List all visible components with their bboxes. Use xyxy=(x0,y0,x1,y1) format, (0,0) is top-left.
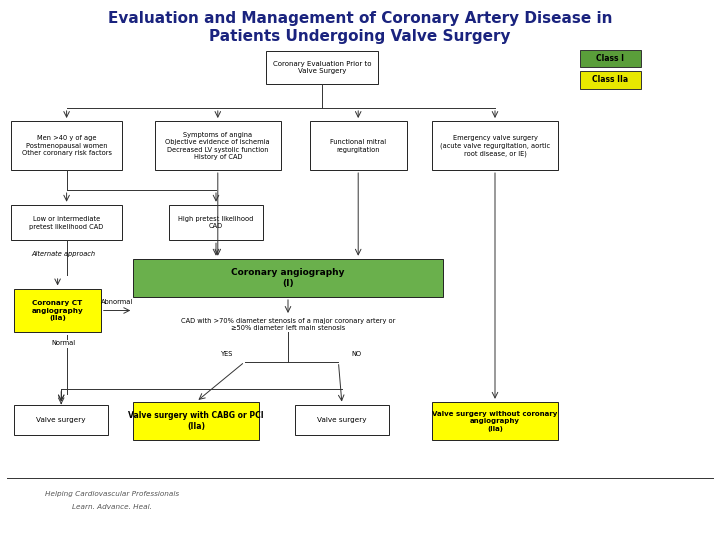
Text: Valve surgery: Valve surgery xyxy=(318,417,366,423)
Bar xyxy=(133,402,259,440)
Bar xyxy=(14,289,101,332)
Bar xyxy=(295,405,389,435)
Text: Valve surgery: Valve surgery xyxy=(37,417,86,423)
Bar xyxy=(580,50,641,67)
Bar xyxy=(169,205,263,240)
Text: Normal: Normal xyxy=(51,340,75,346)
Bar xyxy=(11,122,122,170)
Text: High pretest likelihood
CAD: High pretest likelihood CAD xyxy=(179,216,253,229)
Text: Valve surgery without coronary
angiography
(IIa): Valve surgery without coronary angiograp… xyxy=(432,411,558,431)
Text: Coronary Evaluation Prior to
Valve Surgery: Coronary Evaluation Prior to Valve Surge… xyxy=(273,60,372,74)
Bar xyxy=(266,51,378,84)
Bar xyxy=(580,71,641,89)
Bar xyxy=(11,205,122,240)
Bar xyxy=(310,122,407,170)
Text: NO: NO xyxy=(351,352,361,357)
Text: CAD with >70% diameter stenosis of a major coronary artery or
≥50% diameter left: CAD with >70% diameter stenosis of a maj… xyxy=(181,318,395,330)
Text: Abnormal: Abnormal xyxy=(101,299,133,306)
Bar xyxy=(133,259,443,297)
Text: Evaluation and Management of Coronary Artery Disease in
Patients Undergoing Valv: Evaluation and Management of Coronary Ar… xyxy=(108,11,612,44)
Text: Valve surgery with CABG or PCI
(IIa): Valve surgery with CABG or PCI (IIa) xyxy=(128,411,264,431)
Text: Class I: Class I xyxy=(596,54,624,63)
Bar xyxy=(155,122,281,170)
Text: Men >40 y of age
Postmenopausal women
Other coronary risk factors: Men >40 y of age Postmenopausal women Ot… xyxy=(22,136,112,156)
Text: Functional mitral
regurgitation: Functional mitral regurgitation xyxy=(330,139,386,152)
Bar xyxy=(432,402,558,440)
Bar xyxy=(432,122,558,170)
Text: Low or intermediate
pretest likelihood CAD: Low or intermediate pretest likelihood C… xyxy=(30,216,104,229)
Text: YES: YES xyxy=(220,352,233,357)
Text: Emergency valve surgery
(acute valve regurgitation, aortic
root disease, or IE): Emergency valve surgery (acute valve reg… xyxy=(440,135,550,157)
Text: Coronary CT
angiography
(IIa): Coronary CT angiography (IIa) xyxy=(32,300,84,321)
Text: Learn. Advance. Heal.: Learn. Advance. Heal. xyxy=(72,503,151,510)
Text: Symptoms of angina
Objective evidence of ischemia
Decreased LV systolic function: Symptoms of angina Objective evidence of… xyxy=(166,132,270,160)
Text: Helping Cardiovascular Professionals: Helping Cardiovascular Professionals xyxy=(45,491,179,497)
Bar xyxy=(14,405,108,435)
Text: Alternate approach: Alternate approach xyxy=(31,251,95,257)
Text: Class IIa: Class IIa xyxy=(592,76,629,84)
Text: Coronary angiography
(I): Coronary angiography (I) xyxy=(231,268,345,288)
